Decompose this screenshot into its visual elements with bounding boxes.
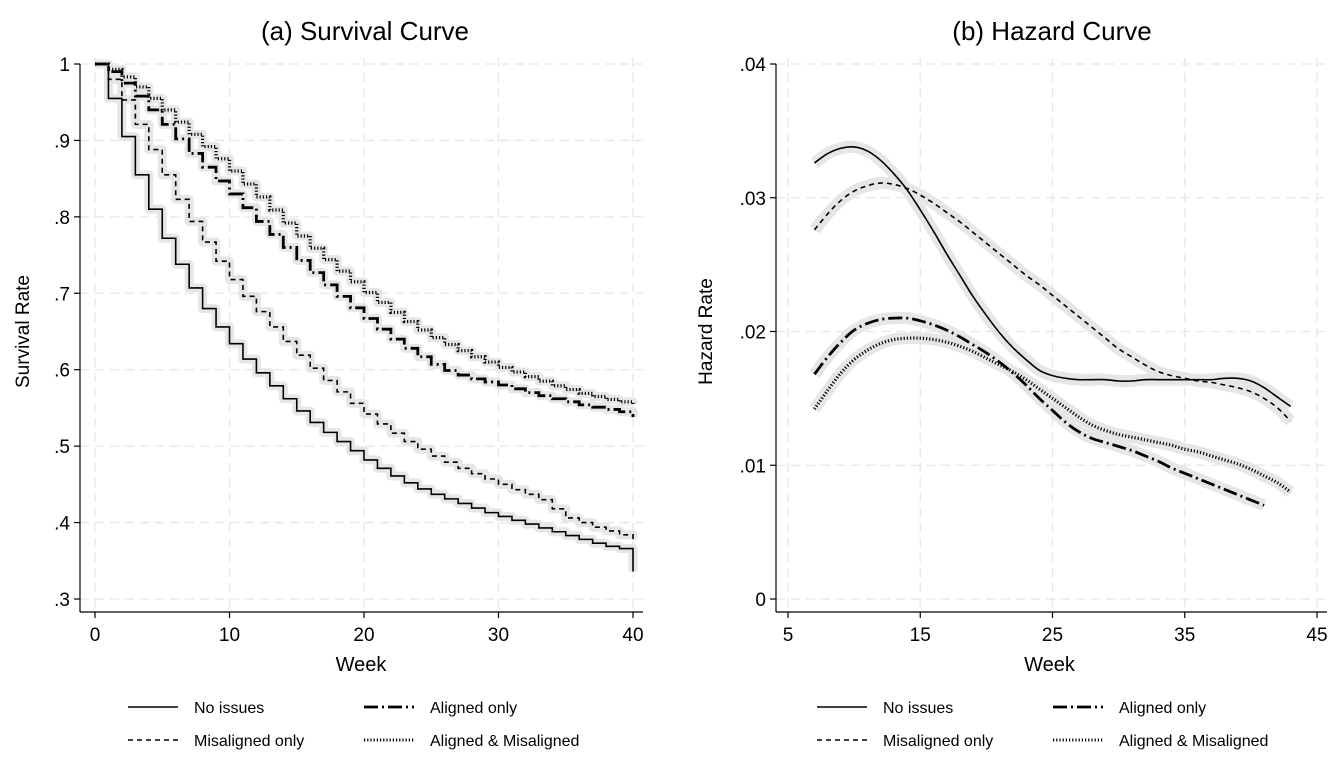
legend: No issues Aligned only Misaligned only Alig… bbox=[817, 700, 1268, 750]
series-line-aligned-only bbox=[813, 316, 1265, 507]
legend-label: No issues bbox=[883, 700, 953, 717]
x-tick-label: 30 bbox=[488, 625, 509, 646]
y-tick-label: .9 bbox=[54, 131, 70, 152]
series-line-aligned-misaligned bbox=[813, 336, 1292, 494]
x-tick-label: 45 bbox=[1306, 625, 1327, 646]
y-tick-label: .3 bbox=[54, 590, 70, 611]
series-line-no-issues bbox=[95, 63, 634, 572]
series-line-misaligned-only bbox=[813, 182, 1292, 422]
x-tick-label: 15 bbox=[910, 625, 931, 646]
x-tick-label: 20 bbox=[353, 625, 374, 646]
series-line-misaligned-only bbox=[95, 63, 634, 540]
x-tick-label: 40 bbox=[622, 625, 643, 646]
y-tick-label: .04 bbox=[740, 55, 767, 76]
legend-label: No issues bbox=[194, 700, 264, 717]
legend-label: Misaligned only bbox=[194, 733, 304, 750]
y-tick-label: .5 bbox=[54, 437, 70, 458]
y-tick-label: .7 bbox=[54, 284, 70, 305]
y-tick-label: .01 bbox=[740, 456, 766, 477]
x-tick-label: 0 bbox=[90, 625, 101, 646]
x-tick-label: 10 bbox=[219, 625, 240, 646]
y-tick-label: .02 bbox=[740, 323, 766, 344]
y-tick-label: .03 bbox=[740, 189, 766, 210]
series-line-no-issues bbox=[813, 145, 1292, 408]
legend: No issues Aligned only Misaligned only Alig… bbox=[128, 700, 579, 750]
panel-hazard-curve: (b) Hazard Curve 5 15 25 35 45 0 .01 .02 .03 .04 We… bbox=[696, 16, 1328, 750]
legend-label: Aligned only bbox=[1119, 700, 1206, 717]
legend-label: Aligned & Misaligned bbox=[430, 733, 579, 750]
confidence-band bbox=[809, 176, 1295, 426]
chart-title: (a) Survival Curve bbox=[261, 16, 469, 46]
y-tick-label: .4 bbox=[54, 514, 70, 535]
y-tick-label: .8 bbox=[54, 208, 70, 229]
legend-label: Misaligned only bbox=[883, 733, 993, 750]
legend-label: Aligned only bbox=[430, 700, 517, 717]
confidence-band bbox=[95, 59, 638, 407]
x-axis-title: Week bbox=[336, 654, 388, 676]
y-axis-title: Hazard Rate bbox=[696, 278, 717, 385]
grid bbox=[776, 58, 1327, 612]
y-tick-label: .6 bbox=[54, 361, 70, 382]
y-tick-label: 1 bbox=[59, 55, 70, 76]
series-line-aligned-only bbox=[95, 62, 635, 418]
y-axis-title: Survival Rate bbox=[13, 275, 34, 388]
panel-survival-curve: (a) Survival Curve 0 10 20 30 40 .3 .4 .5 .6 .7 .8.… bbox=[13, 16, 644, 750]
x-tick-label: 5 bbox=[783, 625, 794, 646]
y-tick-label: 0 bbox=[755, 590, 766, 611]
x-tick-label: 35 bbox=[1174, 625, 1195, 646]
x-axis-title: Week bbox=[1024, 654, 1076, 676]
chart-title: (b) Hazard Curve bbox=[952, 16, 1151, 46]
x-tick-label: 25 bbox=[1042, 625, 1063, 646]
legend-label: Aligned & Misaligned bbox=[1119, 733, 1268, 750]
